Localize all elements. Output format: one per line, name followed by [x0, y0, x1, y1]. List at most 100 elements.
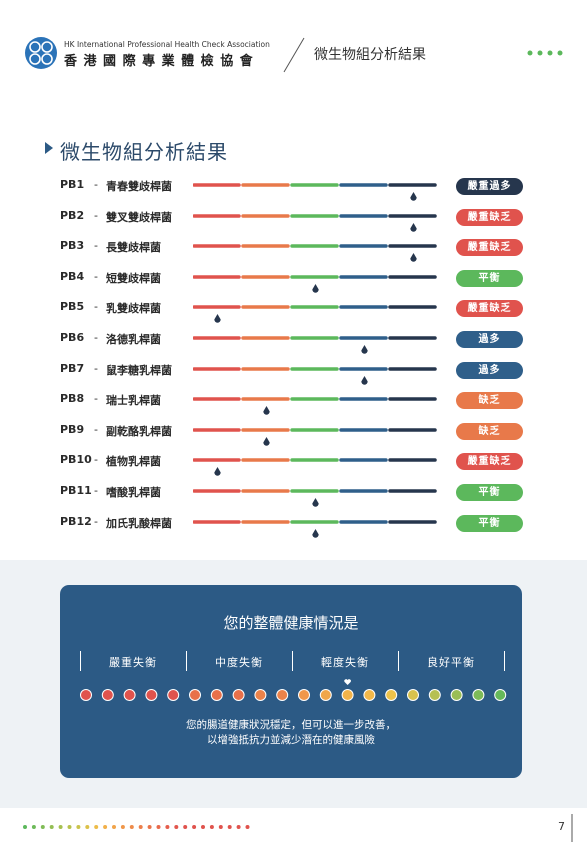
level-marker — [410, 192, 417, 201]
scale-dot — [385, 689, 398, 701]
level-bar — [193, 305, 437, 324]
status-badge: 過多 — [456, 361, 523, 379]
footer-dot — [31, 825, 36, 829]
level-marker — [214, 314, 221, 324]
scale-tick — [186, 651, 187, 671]
footer-dot — [23, 825, 27, 829]
header-section: 微生物組分析結果 — [314, 47, 426, 63]
footer-dot — [49, 825, 54, 829]
level-marker — [263, 406, 270, 415]
scale-dot — [189, 689, 201, 701]
status-badge: 缺乏 — [456, 422, 523, 440]
scale-dot — [407, 689, 419, 701]
row-dash: - — [94, 300, 98, 314]
level-bar — [193, 366, 437, 385]
row-code: PB4 — [60, 269, 85, 283]
row-name: 青春雙歧桿菌 — [106, 180, 172, 193]
logo — [25, 37, 57, 69]
row-dash: - — [94, 178, 98, 191]
scale-label: 良好平衡 — [427, 656, 475, 669]
level-bar — [193, 489, 437, 507]
status-badge: 嚴重缺乏 — [456, 239, 523, 257]
level-bar — [193, 213, 437, 232]
scale-label: 嚴重失衡 — [109, 656, 157, 669]
footer-dot — [85, 825, 90, 829]
status-badge: 缺乏 — [456, 392, 523, 410]
row-dash: - — [94, 331, 98, 344]
scale-tick — [398, 651, 399, 671]
level-bar — [193, 458, 437, 477]
summary-text: 您的腸道健康狀況穩定，但可以進一步改善， 以增強抵抗力並減少潛在的健康風險 — [60, 718, 522, 748]
status-badge: 平衡 — [456, 514, 523, 532]
level-bar — [193, 275, 437, 293]
org-zh: 香 港 國 際 專 業 體 檢 協 會 — [64, 54, 254, 69]
footer-dot — [245, 825, 250, 829]
summary-title: 您的整體健康情況是 — [223, 614, 359, 632]
page-corner — [571, 814, 573, 842]
status-badge: 平衡 — [456, 269, 523, 287]
scale-dot — [167, 689, 180, 701]
row-name: 嗜酸乳桿菌 — [106, 486, 161, 499]
footer-dot — [165, 825, 170, 829]
level-bar — [193, 428, 437, 446]
row-name: 鼠李糖乳桿菌 — [106, 363, 172, 377]
scale-dot — [101, 689, 114, 701]
summary-panel — [60, 585, 522, 778]
scale-dot — [494, 689, 507, 701]
status-badge: 嚴重缺乏 — [456, 453, 523, 471]
level-bar — [193, 336, 437, 354]
org-en: HK International Professional Health Che… — [64, 40, 270, 49]
scale-dot — [341, 689, 354, 701]
row-code: PB5 — [60, 300, 85, 314]
scale-tick — [292, 651, 293, 671]
row-name: 洛德乳桿菌 — [106, 333, 161, 346]
level-marker — [263, 436, 270, 446]
level-marker — [361, 345, 368, 354]
footer-dot — [183, 825, 188, 829]
row-dash: - — [94, 361, 98, 375]
title: 微生物組分析結果 — [60, 140, 228, 164]
row-code: PB3 — [60, 239, 85, 253]
row-name: 副乾酪乳桿菌 — [106, 424, 172, 438]
footer-dot — [40, 825, 45, 829]
header-dots — [527, 50, 563, 56]
footer-dot — [103, 825, 108, 829]
row-code: PB2 — [60, 208, 85, 222]
scale-tick — [504, 651, 505, 671]
row-code: PB11 — [60, 484, 92, 497]
scale-dot — [428, 689, 441, 701]
row-dash: - — [94, 269, 98, 283]
level-marker — [410, 222, 417, 232]
footer-dot — [112, 825, 116, 829]
footer-dot — [192, 825, 197, 829]
status-badge: 嚴重缺乏 — [456, 208, 523, 226]
scale-dot — [254, 689, 267, 701]
scale-dot — [363, 689, 376, 701]
row-code: PB9 — [60, 422, 85, 436]
summary-line: 以增強抵抗力並減少潛在的健康風險 — [207, 734, 375, 746]
footer-dot — [76, 825, 81, 829]
row-dash: - — [94, 422, 98, 436]
scale-label: 中度失衡 — [215, 656, 263, 669]
footer-dot — [147, 825, 152, 829]
indicator-heart — [344, 679, 351, 685]
row-name: 雙叉雙歧桿菌 — [106, 210, 172, 224]
status-badge: 平衡 — [456, 484, 523, 501]
level-marker — [312, 283, 319, 293]
row-name: 植物乳桿菌 — [106, 455, 161, 469]
scale-dot — [210, 689, 223, 701]
row-code: PB6 — [60, 331, 85, 344]
row-name: 短雙歧桿菌 — [106, 271, 161, 285]
level-bar — [193, 519, 437, 538]
level-marker — [214, 467, 221, 477]
footer-dot — [236, 825, 241, 829]
level-bar — [193, 183, 437, 201]
footer-dot — [67, 825, 72, 829]
scale-dot — [123, 689, 136, 701]
row-code: PB8 — [60, 392, 85, 406]
footer-dot — [209, 825, 214, 829]
status-badge: 過多 — [456, 331, 523, 348]
page-number: 7 — [558, 820, 565, 833]
footer-dot — [218, 825, 223, 829]
scale-dot — [276, 689, 289, 701]
